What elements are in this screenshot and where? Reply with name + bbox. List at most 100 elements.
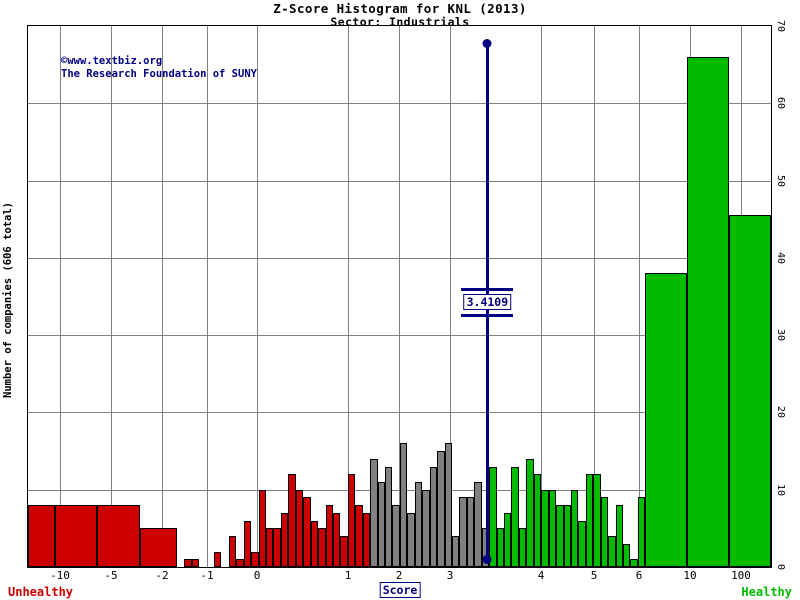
histogram-bar: [729, 215, 771, 567]
histogram-bar: [355, 505, 362, 567]
histogram-bar: [97, 505, 139, 567]
histogram-bar: [273, 528, 280, 567]
x-tick-label: -10: [50, 569, 70, 582]
x-axis-title: Score: [380, 582, 421, 598]
histogram-bar: [415, 482, 422, 567]
x-tick-label: 1: [345, 569, 352, 582]
histogram-bar: [489, 467, 496, 567]
y-tick-label: 0: [775, 564, 786, 570]
histogram-bar: [578, 521, 585, 567]
histogram-bar: [184, 559, 191, 567]
histogram-bar: [251, 552, 258, 567]
histogram-bar: [586, 474, 593, 567]
histogram-bar: [526, 459, 533, 567]
histogram-bar: [140, 528, 177, 567]
histogram-bar: [407, 513, 414, 567]
histogram-bar: [459, 497, 466, 567]
histogram-bar: [593, 474, 600, 567]
histogram-bar: [311, 521, 318, 567]
healthy-zone-label: Healthy: [741, 585, 792, 599]
x-tick-label: 6: [636, 569, 643, 582]
histogram-bar: [616, 505, 623, 567]
histogram-bar: [549, 490, 556, 567]
histogram-bar: [55, 505, 97, 567]
histogram-bar: [192, 559, 199, 567]
histogram-bar: [385, 467, 392, 567]
histogram-bar: [229, 536, 236, 567]
y-tick-label: 10: [775, 484, 786, 496]
histogram-bar: [288, 474, 295, 567]
histogram-bar: [601, 497, 608, 567]
histogram-bar: [630, 559, 637, 567]
histogram-bar: [340, 536, 347, 567]
histogram-bar: [259, 490, 266, 567]
x-tick-label: -1: [200, 569, 213, 582]
y-tick-label: 50: [775, 175, 786, 187]
plot-area: -10-5-2-1012345610100 010203040506070 ©w…: [27, 25, 772, 568]
histogram-bar: [296, 490, 303, 567]
x-tick-label: -5: [104, 569, 117, 582]
histogram-bar: [497, 528, 504, 567]
histogram-bar: [400, 443, 407, 567]
histogram-bar: [422, 490, 429, 567]
histogram-bar: [392, 505, 399, 567]
histogram-bar: [348, 474, 355, 567]
histogram-bar: [363, 513, 370, 567]
histogram-bar: [437, 451, 444, 567]
chart-root: Z-Score Histogram for KNL (2013) Sector:…: [0, 0, 800, 600]
x-tick-label: -2: [155, 569, 168, 582]
y-tick-label: 60: [775, 97, 786, 109]
marker-value-label: 3.4109: [464, 294, 512, 310]
marker-bracket-top: [461, 288, 513, 291]
y-tick-label: 30: [775, 329, 786, 341]
histogram-bar: [452, 536, 459, 567]
histogram-bar: [687, 57, 729, 567]
histogram-bar: [28, 505, 55, 567]
histogram-bar: [318, 528, 325, 567]
x-tick-label: 5: [591, 569, 598, 582]
marker-bottom-dot: [483, 555, 492, 564]
histogram-bar: [445, 443, 452, 567]
histogram-bar: [281, 513, 288, 567]
unhealthy-zone-label: Unhealthy: [8, 585, 73, 599]
histogram-bar: [511, 467, 518, 567]
x-tick-label: 100: [731, 569, 751, 582]
histogram-bar: [534, 474, 541, 567]
histogram-bar: [571, 490, 578, 567]
histogram-bar: [236, 559, 243, 567]
histogram-bar: [541, 490, 548, 567]
histogram-bar: [244, 521, 251, 567]
y-tick-label: 40: [775, 252, 786, 264]
histogram-bar: [564, 505, 571, 567]
marker-bracket-bottom: [461, 314, 513, 317]
x-tick-label: 0: [254, 569, 261, 582]
histogram-bar: [608, 536, 615, 567]
histogram-bar: [467, 497, 474, 567]
x-tick-label: 4: [538, 569, 545, 582]
y-axis-title: Number of companies (606 total): [2, 202, 14, 398]
y-tick-label: 70: [775, 20, 786, 32]
x-tick-label: 10: [683, 569, 696, 582]
histogram-bar: [556, 505, 563, 567]
histogram-bar: [504, 513, 511, 567]
page-title: Z-Score Histogram for KNL (2013): [0, 1, 800, 16]
histogram-bar: [333, 513, 340, 567]
histogram-bar: [326, 505, 333, 567]
histogram-bar: [214, 552, 221, 567]
histogram-bar: [303, 497, 310, 567]
copyright-notice: ©www.textbiz.org The Research Foundation…: [61, 55, 257, 81]
histogram-bar: [519, 528, 526, 567]
y-tick-label: 20: [775, 406, 786, 418]
histogram-bar: [266, 528, 273, 567]
histogram-bar: [645, 273, 686, 567]
x-tick-label: 2: [396, 569, 403, 582]
histogram-bar: [623, 544, 630, 567]
histogram-bar: [474, 482, 481, 567]
histogram-bar: [378, 482, 385, 567]
histogram-bar: [370, 459, 377, 567]
histogram-bar: [638, 497, 645, 567]
marker-top-dot: [483, 39, 492, 48]
x-tick-label: 3: [447, 569, 454, 582]
histogram-bars: [28, 26, 771, 567]
histogram-bar: [430, 467, 437, 567]
